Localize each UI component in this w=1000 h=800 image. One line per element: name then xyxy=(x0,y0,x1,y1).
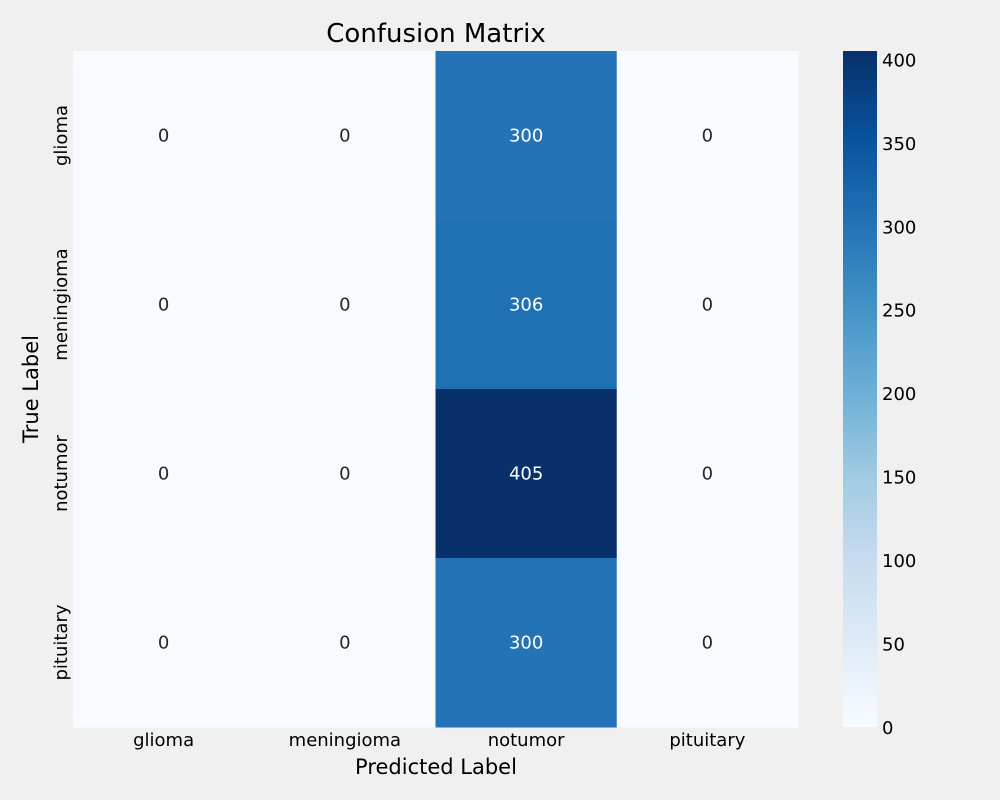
cell-notumor-meningioma xyxy=(254,389,436,559)
colorbar-tick-0: 0 xyxy=(882,718,893,739)
cell-notumor-pituitary xyxy=(616,389,799,559)
cell-label-pituitary-meningioma: 0 xyxy=(339,633,350,654)
cell-label-meningioma-meningioma: 0 xyxy=(339,295,350,316)
cell-notumor-notumor xyxy=(435,389,618,559)
cell-glioma-pituitary xyxy=(616,51,799,221)
colorbar-ticks: 0 50 100 150 200 250 300 350 400 xyxy=(882,50,916,739)
cell-glioma-glioma xyxy=(73,51,255,221)
cell-pituitary-meningioma xyxy=(254,558,436,728)
cell-meningioma-pituitary xyxy=(616,220,799,390)
cell-label-pituitary-pituitary: 0 xyxy=(702,633,713,654)
cell-label-glioma-glioma: 0 xyxy=(158,126,169,147)
colorbar-tick-250: 250 xyxy=(882,301,916,322)
y-tick-meningioma: meningioma xyxy=(51,248,72,360)
cell-label-glioma-notumor: 300 xyxy=(509,126,543,147)
cell-label-notumor-glioma: 0 xyxy=(158,464,169,485)
x-tick-labels: glioma meningioma notumor pituitary xyxy=(133,730,746,751)
cell-pituitary-notumor xyxy=(435,558,618,728)
cell-pituitary-pituitary xyxy=(616,558,799,728)
cell-label-pituitary-glioma: 0 xyxy=(158,633,169,654)
cell-label-glioma-meningioma: 0 xyxy=(339,126,350,147)
x-tick-glioma: glioma xyxy=(133,730,194,751)
cell-label-notumor-meningioma: 0 xyxy=(339,464,350,485)
cell-label-pituitary-notumor: 300 xyxy=(509,633,543,654)
cell-notumor-glioma xyxy=(73,389,255,559)
x-tick-notumor: notumor xyxy=(488,730,565,751)
colorbar-tick-50: 50 xyxy=(882,635,905,656)
y-tick-pituitary: pituitary xyxy=(51,604,72,680)
colorbar-tick-400: 400 xyxy=(882,50,916,71)
cell-label-meningioma-notumor: 306 xyxy=(509,295,543,316)
x-tick-pituitary: pituitary xyxy=(669,730,745,751)
colorbar-tick-350: 350 xyxy=(882,134,916,155)
x-tick-meningioma: meningioma xyxy=(289,730,401,751)
cell-pituitary-glioma xyxy=(73,558,255,728)
cell-meningioma-glioma xyxy=(73,220,255,390)
cell-label-notumor-pituitary: 0 xyxy=(702,464,713,485)
cell-meningioma-meningioma xyxy=(254,220,436,390)
y-tick-notumor: notumor xyxy=(51,434,72,511)
chart-title: Confusion Matrix xyxy=(326,19,545,49)
colorbar-tick-200: 200 xyxy=(882,384,916,405)
cell-label-notumor-notumor: 405 xyxy=(509,464,543,485)
colorbar-tick-300: 300 xyxy=(882,217,916,238)
heatmap-cell-labels: 0 0 300 0 0 0 306 0 0 0 405 0 0 0 300 0 xyxy=(158,126,713,654)
y-axis-label: True Label xyxy=(19,335,43,444)
colorbar-tick-150: 150 xyxy=(882,468,916,489)
cell-label-meningioma-pituitary: 0 xyxy=(702,295,713,316)
cell-glioma-meningioma xyxy=(254,51,436,221)
cell-label-meningioma-glioma: 0 xyxy=(158,295,169,316)
y-tick-labels: glioma meningioma notumor pituitary xyxy=(51,105,72,681)
cell-meningioma-notumor xyxy=(435,220,618,390)
x-axis-label: Predicted Label xyxy=(355,755,517,779)
cell-label-glioma-pituitary: 0 xyxy=(702,126,713,147)
cell-glioma-notumor xyxy=(435,51,618,221)
colorbar xyxy=(843,51,877,727)
heatmap-cells xyxy=(73,51,799,728)
y-tick-glioma: glioma xyxy=(51,105,72,166)
colorbar-tick-100: 100 xyxy=(882,551,916,572)
